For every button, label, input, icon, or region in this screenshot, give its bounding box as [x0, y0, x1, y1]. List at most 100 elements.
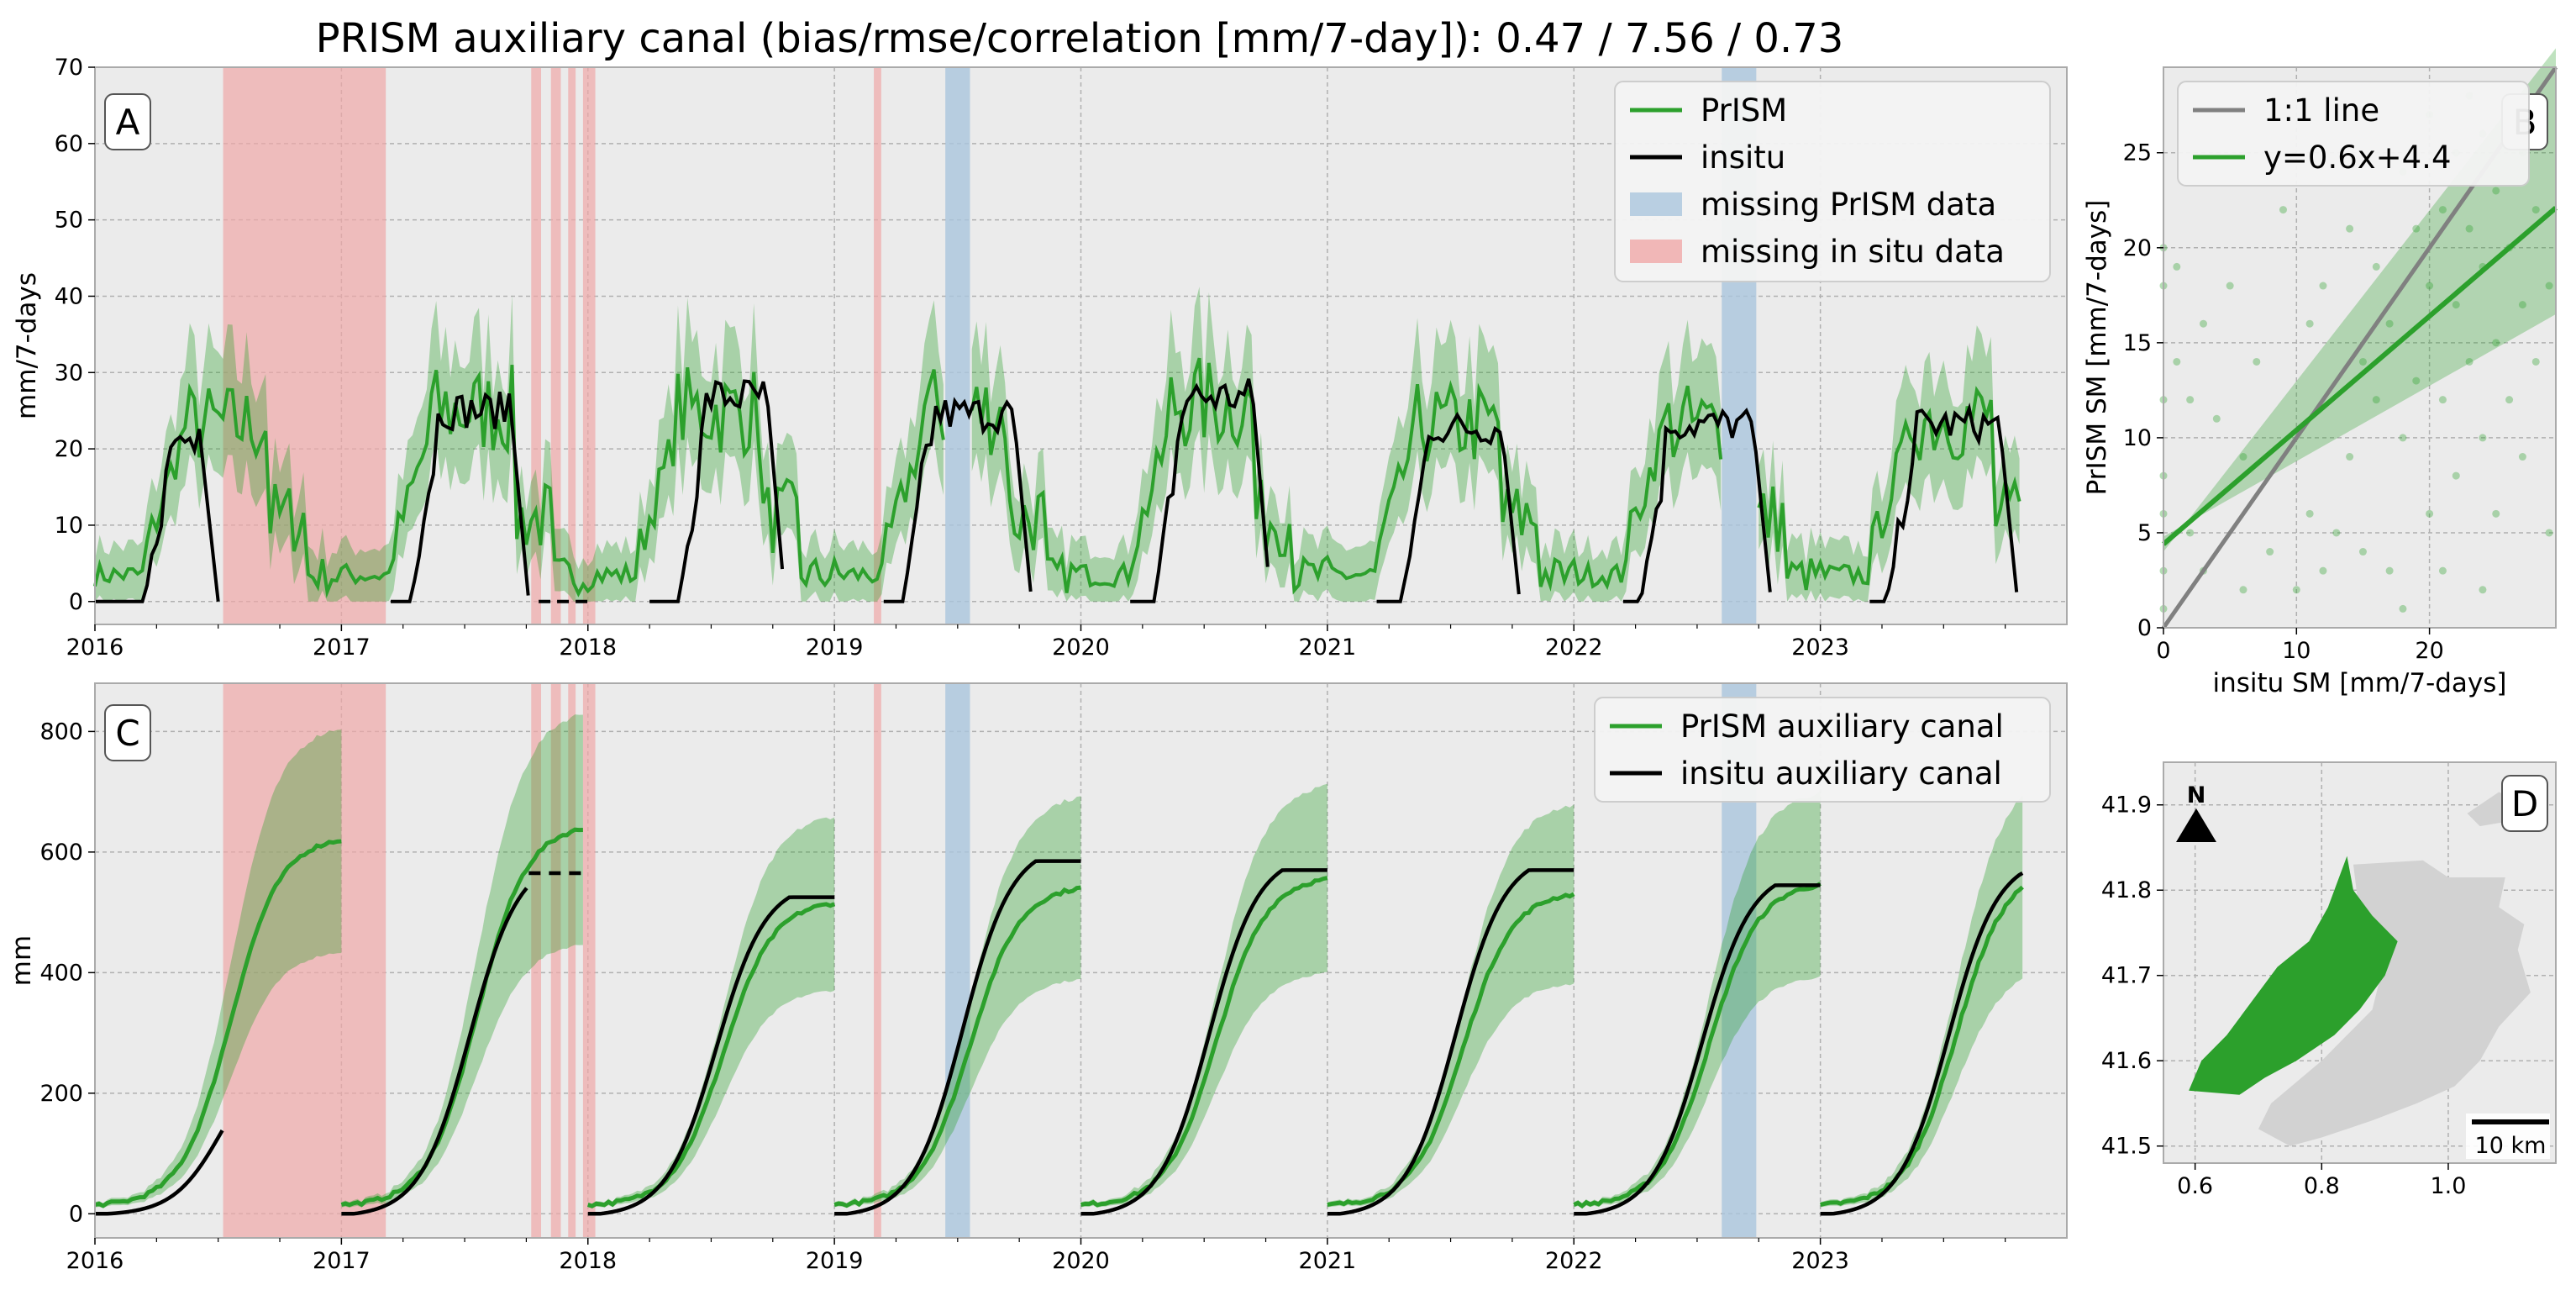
panel-a-weekly-chart: 2016 2017 2018 2019 2020 2021 2022 2023 0 10 20 30 4…	[12, 55, 2068, 661]
y-tick-label: 60	[55, 131, 83, 157]
y-tick-label: 200	[39, 1081, 83, 1107]
fit-line	[2162, 206, 2558, 546]
scatter-point	[2239, 586, 2247, 594]
insitu-series-line	[1130, 378, 1270, 603]
x-tick-label: 2016	[66, 634, 124, 661]
x-axis-label: insitu SM [mm/7-days]	[2212, 668, 2506, 698]
missing-insitu-span	[582, 67, 596, 624]
insitu-cumulative-line	[587, 895, 835, 1216]
legend-label: missing in situ data	[1701, 234, 2005, 270]
prism-cumulative-line	[340, 827, 583, 1208]
x-tick-label: 2019	[806, 634, 864, 661]
scatter-point	[2358, 548, 2367, 556]
x-tick-label: 0	[2156, 638, 2170, 664]
scatter-point	[2479, 586, 2487, 594]
scatter-point	[2465, 224, 2473, 233]
canal-irrigated-area	[2189, 856, 2398, 1095]
scatter-point	[2438, 206, 2447, 214]
y-tick-label: 800	[39, 719, 83, 745]
scatter-point	[2545, 282, 2553, 290]
panel-c-cumulative-chart: 2016 2017 2018 2019 2020 2021 2022 2023 0 200 400 6…	[7, 682, 2068, 1274]
legend-label: insitu	[1701, 140, 1785, 176]
y-tick-label: 20	[2123, 235, 2152, 261]
panel-label-box	[104, 93, 151, 150]
prism-cumulative-line	[1327, 892, 1575, 1207]
scatter-point	[2346, 453, 2354, 461]
scatter-point	[2545, 529, 2553, 537]
y-tick-label: 41.9	[2101, 792, 2152, 819]
scatter-point	[2199, 319, 2207, 328]
panel-label: C	[115, 713, 139, 754]
insitu-cumulative-line	[1327, 868, 1575, 1216]
x-tick-label: 20	[2415, 638, 2443, 664]
scatter-point	[2531, 206, 2540, 214]
insitu-cumulative-line	[1574, 883, 1821, 1216]
panel-label-box	[104, 704, 151, 761]
y-tick-label: 0	[69, 589, 83, 615]
insitu-cumulative-line	[834, 859, 1081, 1216]
legend-label: missing PrISM data	[1701, 187, 1996, 223]
scatter-point	[2186, 396, 2195, 404]
scatter-point	[2385, 566, 2394, 575]
north-arrow-icon	[2176, 808, 2216, 842]
y-tick-label: 40	[55, 283, 83, 309]
figure-title: PRISM auxiliary canal (bias/rmse/correla…	[316, 15, 1844, 62]
y-tick-label: 400	[39, 960, 83, 986]
scatter-point	[2305, 509, 2314, 518]
x-tick-label: 10	[2282, 638, 2311, 664]
legend-box	[1614, 81, 2051, 282]
scatter-point	[2492, 509, 2500, 518]
scatter-point	[2372, 262, 2380, 271]
basin-region	[2258, 860, 2531, 1146]
y-tick-label: 10	[2123, 425, 2152, 451]
panel-label: D	[2511, 783, 2538, 824]
y-axis-label: mm	[7, 935, 37, 986]
insitu-cumulative-line	[95, 1129, 224, 1216]
scatter-point	[2253, 357, 2261, 366]
scatter-point	[2173, 357, 2181, 366]
scatter-point	[2492, 187, 2500, 195]
missing-insitu-span	[223, 683, 386, 1238]
prism-cumulative-line	[833, 885, 1081, 1208]
insitu-series-line	[1622, 408, 1772, 603]
y-axis-label: mm/7-days	[12, 272, 42, 419]
scatter-point	[2479, 434, 2487, 442]
scatter-point	[2505, 396, 2514, 404]
x-tick-label: 2018	[559, 1248, 617, 1274]
legend-label: 1:1 line	[2263, 92, 2379, 129]
panel-d-map: 0.6 0.8 1.0 41.5 41.6 41.7 41.8 41.9 D N 10 km	[2101, 761, 2557, 1199]
x-tick-label: 2018	[559, 634, 617, 661]
y-tick-label: 41.8	[2101, 877, 2152, 903]
x-tick-label: 2017	[313, 634, 371, 661]
x-tick-label: 2023	[1791, 634, 1849, 661]
prism-uncertainty-band	[95, 294, 944, 602]
x-tick-label: 2020	[1052, 634, 1110, 661]
prism-cumulative-line	[1820, 885, 2024, 1207]
scatter-point	[2518, 453, 2526, 461]
insitu-series-line	[95, 429, 220, 603]
legend-label: PrISM auxiliary canal	[1680, 708, 2004, 745]
missing-insitu-span	[531, 683, 542, 1238]
y-tick-label: 41.6	[2101, 1048, 2152, 1074]
insitu-series-line	[391, 391, 530, 603]
prism-uncertainty-band	[1759, 325, 2020, 602]
scatter-point	[2186, 529, 2195, 537]
x-tick-label: 2022	[1545, 634, 1603, 661]
insitu-cumulative-line	[1080, 868, 1327, 1216]
legend-box	[1594, 697, 2051, 803]
y-tick-label: 50	[55, 208, 83, 234]
y-tick-label: 0	[2137, 615, 2152, 641]
scatter-point	[2212, 414, 2221, 423]
insitu-cumulative-line	[1820, 871, 2024, 1216]
legend-swatch	[1630, 192, 1682, 216]
scatter-point	[2518, 301, 2526, 309]
x-tick-label: 0.8	[2304, 1173, 2340, 1199]
panel-label-box	[2501, 775, 2548, 832]
scatter-point	[2226, 282, 2234, 290]
scatter-point	[2292, 586, 2300, 594]
x-tick-label: 2021	[1299, 1248, 1357, 1274]
y-tick-label: 600	[39, 840, 83, 866]
axes-frame	[2163, 66, 2557, 629]
fit-confidence-band	[2163, 48, 2556, 552]
axes-frame	[2163, 761, 2557, 1164]
